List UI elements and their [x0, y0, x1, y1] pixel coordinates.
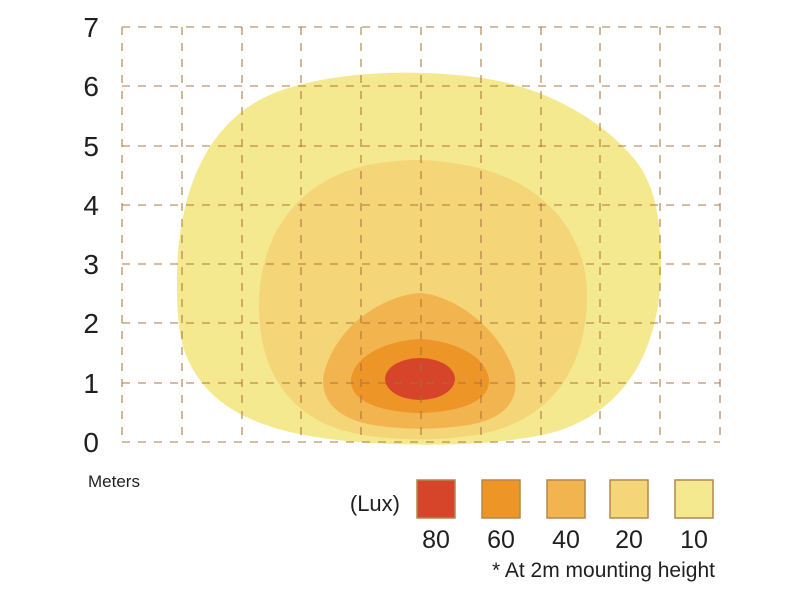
legend-value-20: 20 — [615, 526, 643, 554]
y-tick-1: 1 — [83, 368, 99, 399]
legend-unit-label: (Lux) — [350, 491, 400, 516]
legend-swatch-80lux — [416, 479, 456, 519]
mounting-height-footnote: * At 2m mounting height — [492, 559, 715, 582]
grid — [121, 26, 721, 443]
legend-swatch-20lux — [609, 479, 649, 519]
y-tick-6: 6 — [83, 71, 99, 102]
contour-region-80lux — [385, 358, 455, 400]
legend-value-40: 40 — [552, 526, 580, 554]
y-axis-title: Meters — [88, 472, 140, 491]
legend-swatch-40lux — [546, 479, 586, 519]
y-tick-5: 5 — [83, 131, 99, 162]
legend-value-10: 10 — [680, 526, 708, 554]
y-tick-0: 0 — [83, 427, 99, 458]
y-tick-2: 2 — [83, 308, 99, 339]
y-tick-3: 3 — [83, 249, 99, 280]
y-tick-7: 7 — [83, 12, 99, 43]
legend-swatch-60lux — [481, 479, 521, 519]
contour-blobs — [176, 72, 662, 445]
legend-swatch-10lux — [674, 479, 714, 519]
y-axis: 7 6 5 4 3 2 1 0 Meters — [83, 12, 140, 491]
y-tick-4: 4 — [83, 190, 99, 221]
legend-value-80: 80 — [422, 526, 450, 554]
legend: (Lux) 80 60 40 20 10 * At 2m mounting he… — [350, 479, 715, 582]
legend-value-60: 60 — [487, 526, 515, 554]
